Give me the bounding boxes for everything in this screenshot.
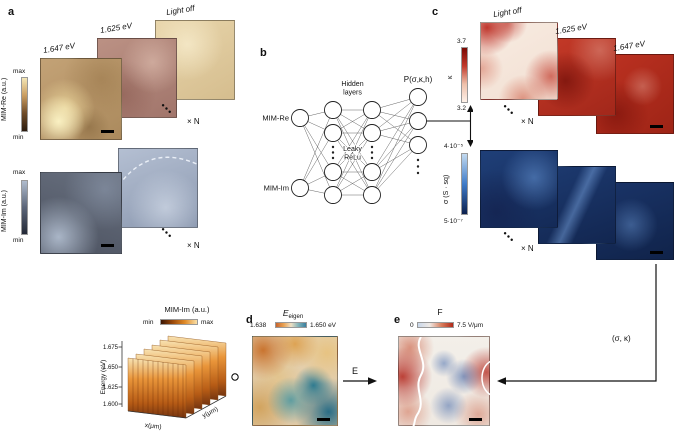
c-repeat-n-top: × N <box>521 117 534 126</box>
scale-bar <box>469 418 482 421</box>
input-label-im: MIM-Im <box>264 184 289 193</box>
sigma-colorbar-min: 5·10⁻⁷ <box>444 218 463 225</box>
x-axis-label: x(μm) <box>144 422 161 431</box>
a-mim-im-map-front <box>40 172 122 254</box>
mim-im-colorbar-min: min <box>13 237 24 244</box>
mim-re-colorbar-min: min <box>13 134 24 141</box>
output-label: P(σ,κ,h) <box>404 75 433 84</box>
activation-label-2: ReLu <box>344 155 361 162</box>
a-repeat-n-top: × N <box>187 117 200 126</box>
cube-colorbar-min: min <box>143 319 154 326</box>
a-repeat-n-bottom: × N <box>187 241 200 250</box>
mim-im-3d-stack-plot: 1.675 1.650 1.625 1.600 Energy (eV) x(μm… <box>100 335 239 431</box>
scale-bar <box>101 130 114 133</box>
cube-title: MIM-Im (a.u.) <box>164 305 210 314</box>
c-kappa-map-lightoff <box>480 22 558 100</box>
input-label-re: MIM-Re <box>262 114 289 123</box>
a-mim-im-map-back <box>118 148 199 228</box>
panel-d-label: d <box>246 314 253 326</box>
mim-im-colorbar <box>21 180 28 235</box>
a-image-label-1647: 1.647 eV <box>42 41 76 55</box>
kappa-colorbar <box>461 47 468 103</box>
scale-bar <box>101 244 114 247</box>
scale-bar <box>650 251 663 254</box>
mim-re-colorbar-max: max <box>13 68 26 75</box>
c-image-label-1625: 1.625 eV <box>554 22 588 36</box>
d-colorbar-max: 1.650 eV <box>310 322 337 329</box>
panel-c-label: c <box>432 6 439 18</box>
kappa-colorbar-title: κ <box>447 75 454 79</box>
scale-bar <box>650 125 663 128</box>
hidden-layers-label-1: Hidden <box>341 81 363 88</box>
c-sigma-map-lightoff <box>480 150 558 228</box>
ellipsis-dots: ••• <box>500 228 518 246</box>
sigma-kappa-label: (σ, κ) <box>612 334 631 343</box>
e-field-map <box>398 336 491 427</box>
a-mim-re-map-1647 <box>40 58 122 140</box>
efield-arrow-label: E <box>352 366 359 376</box>
activation-label-1: Leaky <box>343 146 362 153</box>
ellipsis-dots: ••• <box>500 101 518 119</box>
sigma-colorbar-max: 4·10⁻⁵ <box>444 143 464 150</box>
output-arrow <box>426 112 472 140</box>
neural-network-diagram: MIM-Re MIM-Im Hidden layers Leaky ReLu P… <box>262 75 473 204</box>
scale-bar <box>317 418 330 421</box>
panel-e-title: F <box>437 307 443 317</box>
mim-re-colorbar-title: MIM-Re (a.u.) <box>1 77 8 121</box>
panel-d-title-sub: eigen <box>288 314 304 320</box>
mim-im-colorbar-max: max <box>13 169 26 176</box>
dashed-contour <box>119 156 199 186</box>
c-repeat-n-bottom: × N <box>521 244 534 253</box>
panel-d-title: Eeigen <box>258 309 328 320</box>
energy-tick-1650: 1.650 <box>103 365 119 371</box>
kappa-colorbar-max: 3.7 <box>457 38 467 45</box>
energy-axis-label: Energy (eV) <box>100 360 107 395</box>
panel-d-title-main: E <box>282 308 289 318</box>
e-colorbar-min: 0 <box>410 322 414 329</box>
a-image-label-lightoff: Light off <box>165 3 196 17</box>
energy-tick-1675: 1.675 <box>103 345 119 351</box>
sigma-colorbar-title: σ (S · sq) <box>443 174 450 204</box>
a-image-label-1625: 1.625 eV <box>99 21 133 35</box>
d-colorbar-min: 1.638 <box>250 322 267 329</box>
mim-re-colorbar <box>21 77 28 132</box>
d-colorbar <box>275 322 307 328</box>
c-image-label-lightoff: Light off <box>492 5 523 19</box>
e-colorbar-max: 7.5 V/μm <box>457 322 484 329</box>
input-node-im <box>291 179 309 197</box>
selected-pixel-marker <box>231 373 239 381</box>
sigma-colorbar <box>461 153 468 215</box>
e-colorbar <box>417 322 454 328</box>
cube-colorbar <box>160 319 198 325</box>
cube-colorbar-max: max <box>201 319 214 326</box>
kappa-colorbar-min: 3.2 <box>457 105 467 112</box>
white-contour <box>412 337 491 427</box>
energy-tick-1600: 1.600 <box>103 402 119 408</box>
energy-tick-1625: 1.625 <box>103 385 119 391</box>
c-image-label-1647: 1.647 eV <box>612 39 646 53</box>
input-node-re <box>291 109 309 127</box>
d-eigen-energy-map <box>252 336 338 426</box>
panel-a-label: a <box>8 6 15 18</box>
panel-e-label: e <box>394 314 401 326</box>
hidden-layers-label-2: layers <box>343 90 362 97</box>
panel-b-label: b <box>260 47 267 59</box>
mim-im-colorbar-title: MIM-Im (a.u.) <box>1 190 8 232</box>
